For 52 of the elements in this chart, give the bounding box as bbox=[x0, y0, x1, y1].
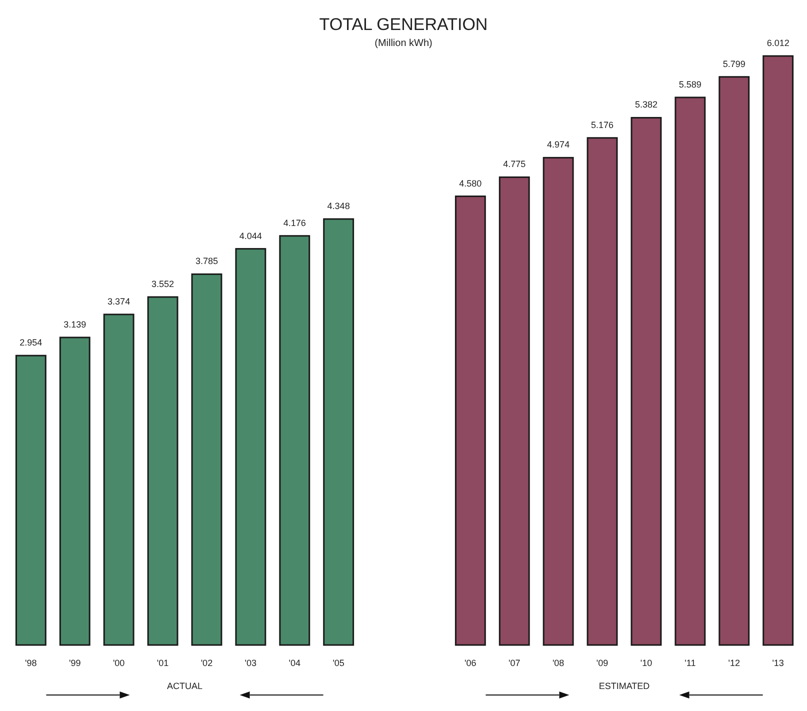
bar bbox=[674, 96, 706, 646]
x-tick-label: '10 bbox=[640, 658, 652, 668]
data-label: 4.176 bbox=[283, 218, 306, 228]
x-tick-label: '02 bbox=[200, 658, 213, 668]
data-label: 6.012 bbox=[766, 38, 790, 48]
x-tick-label: '08 bbox=[552, 658, 564, 668]
data-label: 5.382 bbox=[634, 100, 658, 110]
x-tick-label: '09 bbox=[596, 658, 608, 668]
bar bbox=[630, 116, 662, 646]
x-tick-label: '11 bbox=[684, 658, 696, 668]
x-tick-label: '00 bbox=[112, 658, 125, 668]
bar bbox=[542, 156, 574, 646]
x-tick-label: '98 bbox=[25, 658, 37, 668]
bar bbox=[323, 218, 354, 646]
data-label: 5.176 bbox=[591, 120, 614, 130]
bar bbox=[586, 137, 618, 646]
bar bbox=[762, 55, 794, 646]
data-label: 3.139 bbox=[64, 319, 86, 330]
x-tick-label: '05 bbox=[332, 658, 344, 668]
data-label: 4.044 bbox=[239, 230, 262, 241]
bar bbox=[235, 248, 266, 646]
x-tick-label: '13 bbox=[772, 658, 784, 668]
data-label: 4.348 bbox=[327, 201, 350, 212]
x-tick-label: '99 bbox=[69, 658, 81, 668]
bar bbox=[15, 354, 46, 646]
bar bbox=[279, 235, 310, 646]
bar bbox=[147, 296, 178, 646]
data-label: 3.785 bbox=[195, 256, 218, 266]
text: ACTUAL bbox=[166, 681, 203, 691]
data-label: 3.552 bbox=[152, 279, 174, 290]
bar bbox=[718, 76, 750, 646]
data-label: 2.954 bbox=[20, 338, 42, 348]
bar bbox=[59, 336, 90, 646]
text: ESTIMATED bbox=[598, 681, 650, 691]
x-tick-label: '07 bbox=[508, 658, 520, 668]
data-label: 4.974 bbox=[547, 140, 570, 150]
data-label: 4.580 bbox=[459, 178, 482, 188]
bar bbox=[103, 314, 134, 646]
chart-subtitle: (Million kWh) bbox=[374, 38, 432, 49]
data-label: 4.775 bbox=[503, 159, 526, 170]
x-tick-label: '06 bbox=[464, 658, 476, 668]
data-label: 5.799 bbox=[722, 58, 746, 69]
x-tick-label: '03 bbox=[244, 658, 257, 668]
x-tick-label: '01 bbox=[156, 658, 169, 668]
x-tick-label: '04 bbox=[288, 658, 300, 668]
bar bbox=[454, 196, 486, 646]
data-label: 5.589 bbox=[678, 79, 702, 90]
x-tick-label: '12 bbox=[728, 658, 740, 668]
data-label: 3.374 bbox=[108, 296, 130, 306]
chart-title: TOTAL GENERATION bbox=[319, 15, 488, 34]
bar bbox=[191, 273, 222, 646]
bar bbox=[498, 176, 530, 646]
